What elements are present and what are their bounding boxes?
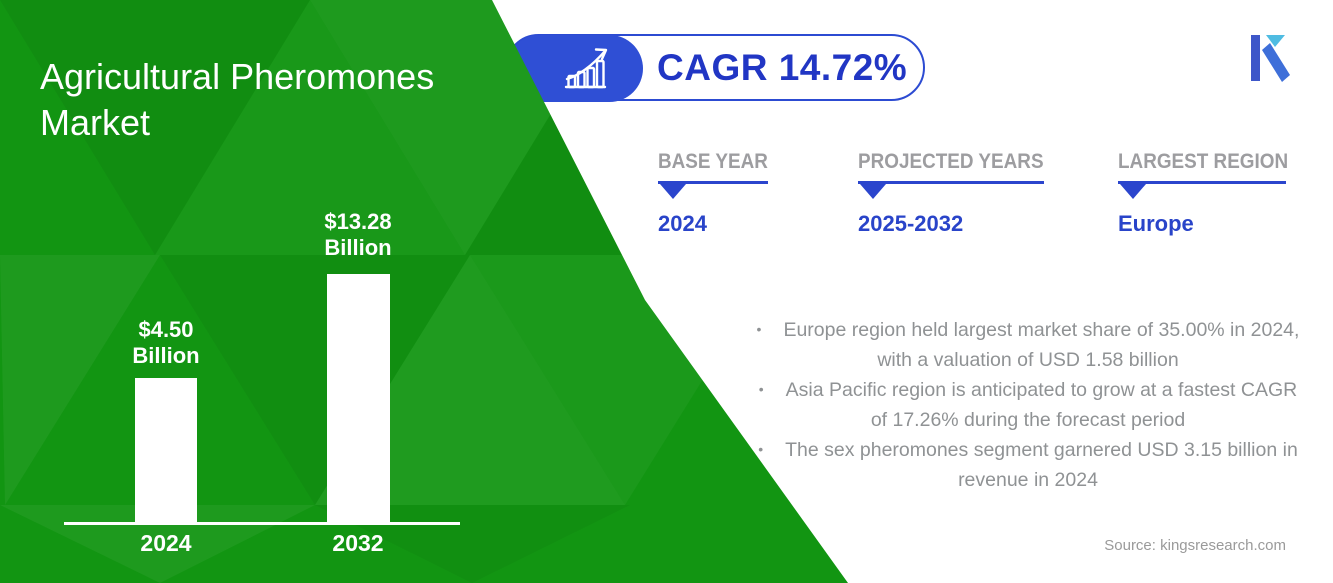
bar-2032	[327, 274, 390, 523]
stat-value: 2025-2032	[858, 211, 964, 236]
stat-largest-region: LARGEST REGION Europe	[1118, 150, 1289, 237]
bar-value: $4.50	[138, 317, 194, 342]
list-item: • Europe region held largest market share…	[748, 315, 1308, 375]
insight-text: Asia Pacific region is anticipated to gr…	[785, 379, 1298, 431]
growth-chart-icon	[564, 48, 608, 89]
stat-label: BASE YEAR	[658, 150, 768, 173]
kings-research-logo-icon	[1251, 35, 1290, 82]
stat-label: PROJECTED YEARS	[858, 150, 1044, 173]
triangle-down-icon	[660, 184, 686, 199]
bullet-dot: •	[758, 441, 764, 457]
triangle-down-icon	[1120, 184, 1146, 199]
cagr-value: CAGR 14.72%	[657, 46, 908, 88]
bar-unit: Billion	[132, 343, 200, 368]
bullet-dot: •	[756, 321, 762, 337]
x-tick-label: 2032	[332, 530, 384, 556]
stat-projected-years: PROJECTED YEARS 2025-2032	[858, 150, 1044, 237]
cagr-badge: CAGR 14.72%	[505, 34, 925, 102]
stat-underline	[658, 181, 768, 199]
bar-unit: Billion	[324, 235, 392, 260]
stat-base-year: BASE YEAR 2024	[658, 150, 768, 237]
stat-underline	[858, 181, 1044, 199]
x-tick-label: 2024	[140, 530, 192, 556]
insight-text: Europe region held largest market share …	[783, 319, 1300, 371]
list-item: • Asia Pacific region is anticipated to g…	[748, 375, 1308, 435]
bar-value-label: $4.50 Billion	[101, 317, 231, 369]
stat-value: Europe	[1118, 211, 1194, 236]
page-title: Agricultural Pheromones Market	[40, 56, 435, 143]
insight-text: The sex pheromones segment garnered USD …	[785, 439, 1298, 491]
source-attribution: Source: kingsresearch.com	[1104, 537, 1286, 554]
bar-value-label: $13.28 Billion	[293, 209, 423, 261]
bar-2024	[135, 378, 197, 523]
stat-label: LARGEST REGION	[1118, 150, 1289, 173]
list-item: • The sex pheromones segment garnered USD…	[748, 435, 1308, 495]
insights-list: • Europe region held largest market share…	[748, 315, 1308, 495]
x-axis-line	[64, 522, 460, 525]
stat-value: 2024	[658, 211, 707, 236]
bullet-dot: •	[758, 381, 764, 397]
bar-value: $13.28	[324, 209, 392, 234]
stat-underline	[1118, 181, 1286, 199]
triangle-down-icon	[860, 184, 886, 199]
